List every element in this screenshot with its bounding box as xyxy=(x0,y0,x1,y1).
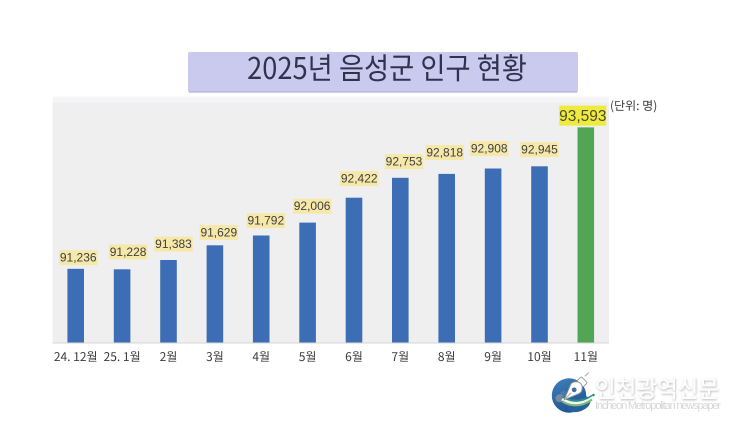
svg-text:91,629: 91,629 xyxy=(200,225,237,239)
svg-text:91,236: 91,236 xyxy=(60,251,97,265)
svg-text:93,593: 93,593 xyxy=(559,108,606,125)
svg-text:91,792: 91,792 xyxy=(247,214,284,228)
svg-text:91,383: 91,383 xyxy=(155,237,192,251)
svg-text:92,818: 92,818 xyxy=(426,146,463,160)
svg-text:92,006: 92,006 xyxy=(294,199,331,213)
svg-text:Incheon Metropolitan newspaper: Incheon Metropolitan newspaper xyxy=(595,400,721,412)
svg-text:92,422: 92,422 xyxy=(341,172,378,186)
svg-text:92,945: 92,945 xyxy=(521,143,558,157)
svg-text:91,228: 91,228 xyxy=(110,245,147,259)
svg-text:92,753: 92,753 xyxy=(386,155,423,169)
svg-text:92,908: 92,908 xyxy=(471,142,508,156)
